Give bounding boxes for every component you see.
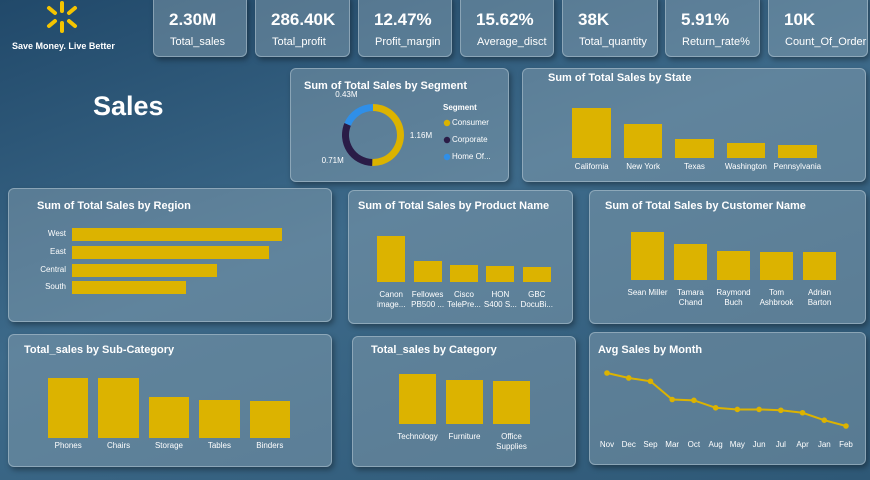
- kpi-card: 12.47% Profit_margin: [358, 0, 452, 57]
- kpi-value: 10K: [784, 10, 816, 29]
- bar: [398, 374, 437, 424]
- chart-card: Sum of Total Sales by Customer Name Sean …: [589, 190, 866, 324]
- bar: [630, 232, 665, 280]
- bar: [148, 397, 190, 438]
- chart-card: Sum of Total Sales by Region West East Cent…: [8, 188, 332, 322]
- x-tick-label: Pennsylvania: [773, 162, 822, 171]
- kpi-card: 2.30M Total_sales: [153, 0, 247, 57]
- x-tick-label: Texas: [684, 162, 705, 171]
- kpi-card: 15.62% Average_disct: [460, 0, 554, 57]
- chart-title: Sum of Total Sales by State: [548, 72, 692, 84]
- chart-title: Sum of Total Sales by Customer Name: [605, 200, 806, 212]
- x-tick-label: Cisco TelePre...: [447, 290, 481, 309]
- x-tick-label: Washington: [724, 162, 767, 171]
- x-tick-label: California: [574, 162, 609, 171]
- chart-card: Sum of Total Sales by Segment: [290, 68, 509, 182]
- chart-title: Sum of Total Sales by Product Name: [358, 200, 550, 212]
- y-tick-label: Central: [40, 265, 66, 274]
- chart-title: Sum of Total Sales by Segment: [304, 80, 467, 92]
- chart-card: Sum of Total Sales by Product Name Canon …: [348, 190, 573, 324]
- x-tick-label: Raymond Buch: [716, 288, 751, 307]
- bar: [726, 142, 766, 158]
- kpi-label: Count_Of_Order: [785, 36, 867, 48]
- bar: [675, 139, 714, 158]
- kpi-value: 286.40K: [271, 10, 336, 29]
- x-tick-label: Storage: [154, 441, 183, 450]
- kpi-label: Total_sales: [170, 36, 226, 48]
- bar: [716, 251, 751, 280]
- bar: [778, 145, 817, 158]
- x-tick-label: Tables: [207, 441, 231, 450]
- kpi-label: Total_profit: [272, 36, 326, 48]
- chart-card: Total_sales by Sub-Category Phones Chairs S…: [8, 334, 332, 467]
- bar: [249, 400, 290, 438]
- chart-title: Avg Sales by Month: [598, 344, 703, 356]
- kpi-card: 286.40K Total_profit: [255, 0, 350, 57]
- bar: [72, 263, 218, 277]
- chart-card: Sum of Total Sales by State California New…: [522, 68, 866, 182]
- x-tick-label: Tamara Chand: [677, 288, 704, 307]
- bar: [759, 251, 794, 280]
- kpi-label: Profit_margin: [375, 36, 441, 48]
- x-tick-label: Adrian Barton: [807, 288, 832, 307]
- bar: [72, 245, 269, 259]
- x-tick-label: New York: [626, 162, 660, 171]
- chart-card: Avg Sales by Month: [589, 332, 866, 465]
- bar: [802, 252, 837, 280]
- kpi-card: 38K Total_quantity: [562, 0, 658, 57]
- kpi-label: Average_disct: [477, 36, 547, 48]
- bar: [413, 261, 442, 282]
- bar: [449, 265, 478, 282]
- x-tick-label: Technology: [397, 432, 438, 441]
- bar: [673, 243, 708, 280]
- y-tick-label: West: [47, 229, 66, 238]
- y-tick-label: East: [49, 247, 66, 256]
- x-tick-label: Furniture: [448, 432, 481, 441]
- x-tick-label: HON S400 S...: [483, 290, 517, 309]
- x-tick-label: Phones: [54, 441, 82, 450]
- kpi-label: Return_rate%: [682, 36, 750, 48]
- bar: [72, 280, 186, 294]
- x-tick-label: GBC DocuBi...: [520, 290, 554, 309]
- kpi-value: 12.47%: [374, 10, 432, 29]
- kpi-label: Total_quantity: [579, 36, 647, 48]
- bar: [98, 378, 139, 438]
- bar: [492, 380, 531, 424]
- logo: [47, 1, 77, 33]
- kpi-value: 5.91%: [681, 10, 730, 29]
- bar: [486, 265, 515, 282]
- x-tick-label: Binders: [256, 441, 284, 450]
- bar: [377, 236, 406, 282]
- kpi-value: 2.30M: [169, 10, 217, 29]
- chart-title: Sum of Total Sales by Region: [37, 200, 191, 212]
- bar: [48, 378, 89, 438]
- x-tick-label: Canon image...: [376, 290, 406, 309]
- kpi-value: 38K: [578, 10, 610, 29]
- chart-card: Total_sales by Category Technology Furnitu…: [352, 336, 576, 467]
- kpi-value: 15.62%: [476, 10, 534, 29]
- chart-title: Total_sales by Category: [371, 344, 497, 356]
- bar: [199, 400, 240, 438]
- chart-title: Total_sales by Sub-Category: [24, 344, 175, 356]
- x-tick-label: Tom Ashbrook: [759, 288, 794, 307]
- x-tick-label: Office Supplies: [496, 432, 527, 451]
- page-title: Sales: [93, 91, 164, 121]
- x-tick-label: Chairs: [107, 441, 131, 450]
- x-tick-label: Fellowes PB500 ...: [411, 290, 445, 309]
- bar: [623, 123, 663, 158]
- bar: [522, 267, 551, 282]
- x-tick-label: Sean Miller: [627, 288, 668, 297]
- kpi-card: 10K Count_Of_Order: [768, 0, 868, 57]
- bar: [72, 227, 282, 241]
- y-tick-label: South: [45, 282, 66, 291]
- bar: [572, 108, 611, 158]
- bar: [445, 379, 484, 424]
- kpi-card: 5.91% Return_rate%: [665, 0, 760, 57]
- tagline: Save Money. Live Better: [12, 41, 115, 51]
